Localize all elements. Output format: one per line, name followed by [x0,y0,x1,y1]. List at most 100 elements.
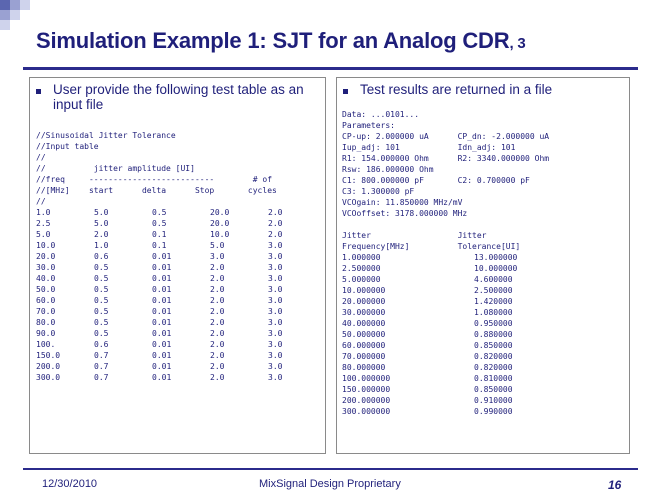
table-cell: 3.0 [268,296,283,305]
table-row: 2.5 5.0 0.5 20.0 2.0 [36,218,308,229]
table-cell: 0.01 [152,362,172,371]
table-cell: 60.0 [36,296,56,305]
table-cell: 5.0 [94,208,109,217]
table-cell: 3.0 [268,329,283,338]
table-cell: 0.850000 [474,385,513,394]
table-cell: 10.0 [210,230,230,239]
table-cell: 2.0 [210,263,225,272]
listing-line: R1: 154.000000 Ohm R2: 3340.000000 Ohm [342,154,550,163]
table-cell: 200.0 [36,362,61,371]
table-row: 20.0 0.6 0.01 3.0 3.0 [36,251,308,262]
table-cell: 0.910000 [474,396,513,405]
table-cell: 5.0 [94,219,109,228]
table-cell: 3.0 [268,362,283,371]
table-cell: 0.5 [94,329,109,338]
table-cell: 1.000000 [342,253,381,262]
table-row: 200.000000 0.910000 [342,395,614,406]
table-cell: 0.1 [152,241,167,250]
table-cell: 3.0 [268,373,283,382]
table-row: 100. 0.6 0.01 2.0 3.0 [36,339,308,350]
table-cell: 2.500000 [474,286,513,295]
table-cell: 0.820000 [474,363,513,372]
table-row: 80.000000 0.820000 [342,362,614,373]
table-cell: 150.000000 [342,385,391,394]
table-cell: 0.950000 [474,319,513,328]
listing-line: VCOgain: 11.850000 MHz/mV [342,198,463,207]
corner-square [10,10,20,20]
listing-line: Data: ...0101... [342,110,420,119]
table-cell: 1.0 [36,208,51,217]
table-row: 10.000000 2.500000 [342,285,614,296]
table-cell: 0.01 [152,274,172,283]
right-bullet-text: Test results are returned in a file [360,82,553,97]
listing-line: CP-up: 2.000000 uA CP_dn: -2.000000 uA [342,132,550,141]
input-table-listing: //Sinusoidal Jitter Tolerance //Input tab… [36,130,308,383]
listing-line: //Sinusoidal Jitter Tolerance [36,131,176,140]
listing-line: Iup_adj: 101 Idn_adj: 101 [342,143,516,152]
table-cell: 13.000000 [474,253,518,262]
table-cell: 300.000000 [342,407,391,416]
table-cell: 3.0 [268,263,283,272]
table-cell: 0.01 [152,318,172,327]
table-cell: 0.990000 [474,407,513,416]
listing-line: Jitter Jitter [342,231,487,240]
table-row: 1.0 5.0 0.5 20.0 2.0 [36,207,308,218]
table-cell: 0.5 [94,307,109,316]
table-cell: 2.0 [268,230,283,239]
table-cell: 3.0 [268,252,283,261]
table-cell: 150.0 [36,351,61,360]
table-cell: 0.01 [152,252,172,261]
table-cell: 3.0 [268,307,283,316]
table-cell: 3.0 [268,274,283,283]
table-cell: 2.0 [210,274,225,283]
table-cell: 40.0 [36,274,56,283]
slide-title-text: Simulation Example 1: SJT for an Analog … [36,28,510,53]
table-cell: 2.0 [210,373,225,382]
results-listing: Data: ...0101... Parameters: CP-up: 2.0000… [342,109,614,417]
table-cell: 3.0 [268,241,283,250]
table-cell: 2.500000 [342,264,381,273]
table-cell: 4.600000 [474,275,513,284]
table-cell: 2.0 [210,307,225,316]
corner-square [0,0,10,10]
bullet-square-icon [36,89,41,94]
table-cell: 2.0 [210,362,225,371]
table-cell: 100. [36,340,56,349]
table-cell: 20.0 [210,208,230,217]
table-cell: 0.01 [152,340,172,349]
table-cell: 2.0 [210,318,225,327]
table-cell: 0.01 [152,329,172,338]
table-row: 5.0 2.0 0.1 10.0 2.0 [36,229,308,240]
table-cell: 3.0 [268,340,283,349]
table-cell: 10.000000 [474,264,518,273]
table-row: 20.000000 1.420000 [342,296,614,307]
table-cell: 1.0 [94,241,109,250]
table-cell: 70.000000 [342,352,386,361]
table-cell: 2.5 [36,219,51,228]
table-cell: 2.0 [268,208,283,217]
results-panel: Test results are returned in a file Data… [336,77,630,454]
table-row: 30.0 0.5 0.01 2.0 3.0 [36,262,308,273]
corner-square [10,0,20,10]
table-cell: 3.0 [268,318,283,327]
table-cell: 50.0 [36,285,56,294]
table-cell: 0.880000 [474,330,513,339]
table-cell: 2.0 [94,230,109,239]
listing-line: C1: 800.000000 pF C2: 0.700000 pF [342,176,530,185]
table-cell: 90.0 [36,329,56,338]
table-row: 100.000000 0.810000 [342,373,614,384]
table-cell: 0.01 [152,373,172,382]
table-row: 70.0 0.5 0.01 2.0 3.0 [36,306,308,317]
table-cell: 2.0 [210,296,225,305]
table-cell: 80.000000 [342,363,386,372]
table-row: 1.000000 13.000000 [342,252,614,263]
left-bullet-text: User provide the following test table as… [53,82,304,112]
table-row: 50.0 0.5 0.01 2.0 3.0 [36,284,308,295]
table-cell: 0.6 [94,340,109,349]
page-number: 16 [608,478,622,492]
table-row: 60.000000 0.850000 [342,340,614,351]
table-row: 90.0 0.5 0.01 2.0 3.0 [36,328,308,339]
corner-square [20,0,30,10]
table-cell: 60.000000 [342,341,386,350]
listing-line: VCOoffset: 3178.000000 MHz [342,209,468,218]
